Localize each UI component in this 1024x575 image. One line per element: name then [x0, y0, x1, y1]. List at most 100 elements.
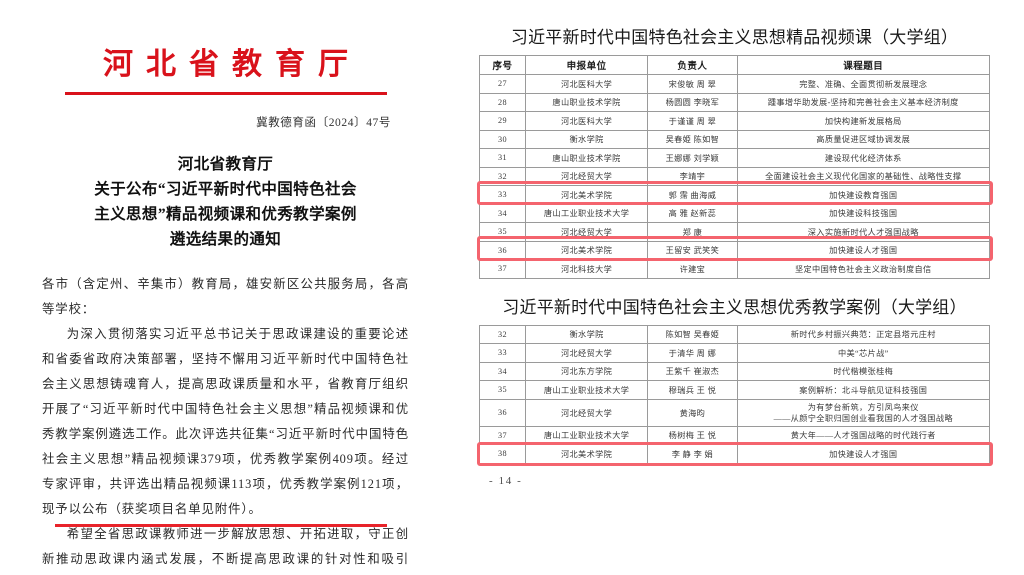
cell-applicant-unit: 唐山职业技术学院: [524, 92, 649, 112]
cell-sequence-number: 30: [479, 129, 526, 149]
table-one-caption: 习近平新时代中国特色社会主义思想精品视频课（大学组）: [510, 28, 959, 48]
table-row: 27 河北医科大学 宋俊敏 周 翠完整、准确、全面贯彻新发展理念: [479, 74, 991, 94]
cell-person-in-charge: 王娜娜 刘学颖: [647, 148, 738, 168]
cell-applicant-unit: 河北医科大学: [524, 74, 649, 94]
cell-sequence-number: 32: [479, 324, 526, 344]
document-title-line-1: 河北省教育厅: [177, 155, 274, 173]
document-title-line-4: 遴选结果的通知: [169, 230, 282, 248]
cell-applicant-unit: 河北美术学院: [524, 185, 649, 205]
table-two-body: 32 衡水学院 陈如智 吴春姫 新时代乡村振兴典范：正定县塔元庄村 33 河北经贸大学 于清…: [479, 324, 991, 464]
table-one-body: 27 河北医科大学 宋俊敏 周 翠完整、准确、全面贯彻新发展理念 28 唐山职业技术学院…: [479, 74, 991, 279]
cell-applicant-unit: 唐山工业职业技术大学: [524, 425, 649, 446]
column-header-owner: 负责人: [647, 55, 738, 75]
table-row: 35 唐山工业职业技术大学 穆瑞兵 王 悦案例解析：北斗导航见证科技强国: [479, 380, 991, 400]
cell-person-in-charge: 郭 霈 曲海威: [647, 185, 738, 205]
table-row: 32 河北经贸大学 李靖宇 全面建设社会主义现代化国家的基础性、战略性支撑: [479, 166, 991, 186]
letterhead-title: 河北省教育厅: [103, 48, 361, 81]
cell-course-title: 踵事增华助发展-坚持和完善社会主义基本经济制度: [736, 92, 991, 112]
cell-person-in-charge: 杨树梅 王 悦: [647, 425, 738, 446]
column-header-no: 序号: [479, 55, 526, 75]
table-row: 30 衡水学院 吴春姫 陈如智 高质量促进区域协调发展: [479, 129, 991, 149]
official-document-panel: 河北省教育厅 冀教德育函〔2024〕47号 河北省教育厅 关于公布“习近平新时代…: [0, 0, 447, 575]
cell-course-title: 坚定中国特色社会主义政治制度自信: [736, 259, 991, 279]
video-course-table: 序号 申报单位 负责人 课程题目 27 河北医科大学 宋俊敏 周 翠完整、准确、全面…: [479, 55, 991, 279]
table-row: 28 唐山职业技术学院 杨圆圆 李晓军 踵事增华助发展-坚持和完善社会主义基本经济制度: [479, 92, 991, 112]
document-number: 冀教德育函〔2024〕47号: [256, 116, 391, 129]
table-row: 33 河北经贸大学 于清华 周 娜中美“芯片战”: [479, 343, 991, 363]
cell-course-title: 加快建设人才强国: [736, 240, 991, 260]
cell-person-in-charge: 于谨谨 周 翠: [647, 111, 738, 131]
table-row: 37 唐山工业职业技术大学 杨树梅 王 悦黄大年——人才强国战略的时代践行者: [479, 425, 991, 446]
document-body: 各市（含定州、辛集市）教育局，雄安新区公共服务局，各高等学校： 为深入贯彻落实习…: [42, 272, 409, 575]
table-row: 36 河北经贸大学 黄海昀 为有梦台新筑，方引凤鸟来仪 ——从颜宁全职归国创业看我国的人…: [479, 398, 991, 427]
letterhead: 河北省教育厅: [42, 48, 409, 95]
table-row: 37 河北科技大学 许建宝 坚定中国特色社会主义政治制度自信: [479, 259, 991, 279]
cell-person-in-charge: 杨圆圆 李晓军: [647, 92, 738, 112]
document-paragraph-1: 为深入贯彻落实习近平总书记关于思政课建设的重要论述和省委省政府决策部署，坚持不懈…: [42, 327, 409, 517]
cell-applicant-unit: 衡水学院: [524, 129, 649, 149]
cell-person-in-charge: 李 静 李 娟: [647, 444, 738, 464]
cell-course-title: 加快建设人才强国: [736, 444, 991, 464]
column-header-title: 课程题目: [736, 55, 991, 75]
cell-sequence-number: 29: [479, 111, 526, 131]
document-paragraph-salutation: 各市（含定州、辛集市）教育局，雄安新区公共服务局，各高等学校：: [42, 276, 409, 316]
column-header-unit: 申报单位: [524, 55, 649, 75]
table-row: 31 唐山职业技术学院 王娜娜 刘学颖 建设现代化经济体系: [479, 148, 991, 168]
cell-sequence-number: 34: [479, 361, 526, 381]
cell-person-in-charge: 许建宝: [647, 259, 738, 279]
cell-course-title: 时代楷模张桂梅: [736, 361, 991, 381]
table-row: 36 河北美术学院 王留安 武笑笑 加快建设人才强国: [479, 240, 991, 260]
document-paragraph-2: 希望全省思政课教师进一步解放思想、开拓进取，守正创新推动思政课内涵式发展，不断提…: [42, 527, 409, 567]
cell-person-in-charge: 穆瑞兵 王 悦: [647, 380, 738, 400]
cell-course-title: 案例解析：北斗导航见证科技强国: [736, 380, 991, 400]
document-title-line-3: 主义思想”精品视频课和优秀教学案例: [94, 205, 357, 223]
cell-sequence-number: 37: [479, 425, 526, 446]
cell-course-title: 加快构建新发展格局: [736, 111, 991, 131]
cell-applicant-unit: 河北经贸大学: [524, 398, 649, 427]
cell-sequence-number: 33: [479, 343, 526, 363]
cell-course-title: 新时代乡村振兴典范：正定县塔元庄村: [736, 324, 991, 344]
cell-sequence-number: 33: [479, 185, 526, 205]
cell-course-title: 加快建设教育强国: [736, 185, 991, 205]
cell-applicant-unit: 河北经贸大学: [524, 343, 649, 363]
cell-course-title: 完整、准确、全面贯彻新发展理念: [736, 74, 991, 94]
table-row: 34 唐山工业职业技术大学高 雅 赵新蕊 加快建设科技强国: [479, 203, 991, 223]
table-two-caption: 习近平新时代中国特色社会主义思想优秀教学案例（大学组）: [502, 297, 967, 318]
table-row: 38 河北美术学院李 静 李 娟加快建设人才强国: [479, 444, 991, 464]
cell-course-title: 为有梦台新筑，方引凤鸟来仪 ——从颜宁全职归国创业看我国的人才强国战略: [736, 398, 991, 427]
cell-applicant-unit: 河北东方学院: [524, 361, 649, 381]
table-row: 34 河北东方学院 王紫千 崔淑杰 时代楷模张桂梅: [479, 361, 991, 381]
cell-sequence-number: 28: [479, 92, 526, 112]
cell-applicant-unit: 河北科技大学: [524, 259, 649, 279]
document-title-line-2: 关于公布“习近平新时代中国特色社会: [94, 180, 357, 198]
cell-applicant-unit: 河北经贸大学: [524, 166, 649, 186]
cell-course-title: 全面建设社会主义现代化国家的基础性、战略性支撑: [736, 166, 991, 186]
cell-sequence-number: 31: [479, 148, 526, 168]
table-row: 29 河北医科大学 于谨谨 周 翠加快构建新发展格局: [479, 111, 991, 131]
cell-applicant-unit: 河北医科大学: [524, 111, 649, 131]
cell-course-title: 深入实施新时代人才强国战略: [736, 222, 991, 242]
table-row: 32 衡水学院 陈如智 吴春姫 新时代乡村振兴典范：正定县塔元庄村: [479, 324, 991, 344]
table-row: 35 河北经贸大学郑 康深入实施新时代人才强国战略: [479, 222, 991, 242]
cell-person-in-charge: 李靖宇: [647, 166, 738, 186]
cell-sequence-number: 37: [479, 259, 526, 279]
cell-applicant-unit: 唐山工业职业技术大学: [524, 380, 649, 400]
cell-person-in-charge: 高 雅 赵新蕊: [647, 203, 738, 223]
cell-person-in-charge: 王留安 武笑笑: [647, 240, 738, 260]
table-two-wrapper: 32 衡水学院 陈如智 吴春姫 新时代乡村振兴典范：正定县塔元庄村 33 河北经贸大学 于清…: [476, 324, 993, 467]
cell-person-in-charge: 于清华 周 娜: [647, 343, 738, 363]
cell-person-in-charge: 黄海昀: [647, 398, 738, 427]
cell-sequence-number: 36: [479, 240, 526, 260]
cell-applicant-unit: 河北美术学院: [524, 444, 649, 464]
cell-sequence-number: 35: [479, 380, 526, 400]
cell-applicant-unit: 河北美术学院: [524, 240, 649, 260]
document-title: 河北省教育厅 关于公布“习近平新时代中国特色社会 主义思想”精品视频课和优秀教学…: [42, 152, 409, 252]
letterhead-rule: [64, 91, 387, 95]
cell-course-title: 中美“芯片战”: [736, 343, 991, 363]
appendix-panel: 习近平新时代中国特色社会主义思想精品视频课（大学组） 序号 申报单位 负责人 课…: [447, 0, 1024, 575]
cell-sequence-number: 38: [479, 444, 526, 464]
cell-course-title: 高质量促进区域协调发展: [736, 129, 991, 149]
cell-course-title: 加快建设科技强国: [736, 203, 991, 223]
cell-sequence-number: 36: [479, 398, 526, 427]
